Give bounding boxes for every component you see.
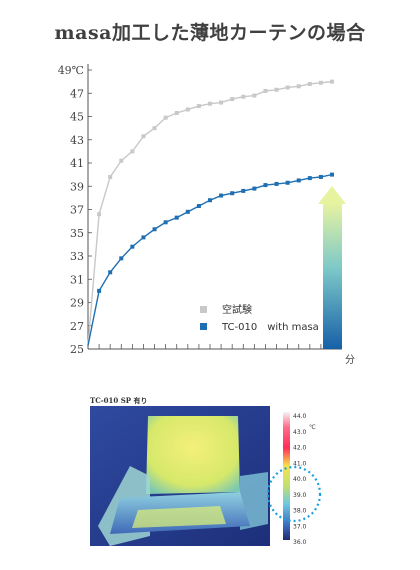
data-point <box>285 85 290 90</box>
thermal-color-scale <box>283 412 290 540</box>
data-point <box>174 215 179 220</box>
y-tick-label: 35 <box>70 227 84 240</box>
data-point <box>196 204 201 209</box>
data-point <box>97 212 102 217</box>
thermal-scale-label: 38.0 <box>293 508 307 515</box>
data-point <box>307 81 312 86</box>
data-point <box>274 87 279 92</box>
data-point <box>307 176 312 181</box>
legend-swatch <box>200 323 207 330</box>
data-point <box>230 97 235 102</box>
data-point <box>152 126 157 131</box>
data-point <box>130 244 135 249</box>
legend-label: 空試験 <box>222 303 252 316</box>
data-point <box>296 84 301 89</box>
thermal-seat-hot <box>132 506 226 528</box>
data-point <box>318 80 323 85</box>
data-point <box>263 88 268 93</box>
data-point <box>252 186 257 191</box>
thermal-image-label: TC-010 SP 有り <box>90 396 148 405</box>
y-tick-label: 33 <box>70 250 84 263</box>
data-point <box>274 181 279 186</box>
data-point <box>185 107 190 112</box>
data-point <box>97 288 102 293</box>
y-tick-label: 39 <box>70 180 84 193</box>
thermal-chair-back <box>146 416 240 494</box>
y-tick-label: 47 <box>70 87 84 100</box>
data-point <box>219 100 224 105</box>
chart-title: masa加工した薄地カーテンの場合 <box>54 22 366 44</box>
data-point <box>108 270 113 275</box>
data-point <box>208 101 212 106</box>
data-point <box>108 174 113 179</box>
thermal-scale-label: 43.0 <box>293 429 307 436</box>
data-point <box>285 180 290 185</box>
data-point <box>130 149 135 154</box>
y-tick-label: 25 <box>70 343 84 356</box>
y-tick-label: 41 <box>70 157 84 170</box>
series-line-0 <box>87 80 333 346</box>
thermal-scale-label: 36.0 <box>293 539 307 546</box>
data-point <box>252 93 257 98</box>
line-chart: 25 27 29 31 33 35 37 39 41 43 45 47 49℃ 分 空試験 TC-010 wi… <box>58 64 355 366</box>
thermal-armrest-right <box>240 472 268 530</box>
gradient-arrow-head <box>318 186 346 204</box>
y-tick-label: 29 <box>70 297 84 310</box>
data-point <box>196 104 201 109</box>
data-point <box>230 191 235 196</box>
data-point <box>263 183 268 188</box>
data-point <box>119 158 124 163</box>
legend-label: TC-010 with masa <box>221 322 319 333</box>
data-point <box>119 256 124 261</box>
thermal-scale-label: 39.0 <box>293 492 307 499</box>
thermal-scale-label: 37.0 <box>293 523 307 530</box>
data-point <box>152 227 157 232</box>
highlight-circle <box>266 465 322 523</box>
data-point <box>163 115 168 120</box>
thermal-scale-unit: ℃ <box>309 424 316 431</box>
y-tick-label: 37 <box>70 204 84 217</box>
data-point <box>241 188 246 193</box>
data-point <box>296 178 301 183</box>
data-point <box>330 172 334 177</box>
x-axis-label: 分 <box>345 354 355 366</box>
y-tick-label: 49℃ <box>58 64 84 77</box>
data-point <box>330 79 334 84</box>
data-point <box>318 174 323 179</box>
y-tick-label: 27 <box>70 320 84 333</box>
gradient-arrow-shaft <box>323 203 342 349</box>
y-tick-label: 45 <box>70 111 84 124</box>
thermal-image: 44.0 43.0 42.0 41.0 40.0 39.0 38.0 37.0 36.0 ℃ <box>90 406 322 546</box>
data-point <box>185 209 190 214</box>
thermal-scale-label: 44.0 <box>293 413 307 420</box>
y-tick-label: 31 <box>70 273 84 286</box>
data-point <box>163 220 168 225</box>
data-point <box>208 198 212 203</box>
data-point <box>141 235 146 240</box>
thermal-scale-label: 42.0 <box>293 445 307 452</box>
data-point <box>241 94 246 99</box>
data-point <box>174 111 179 116</box>
data-point <box>219 193 224 198</box>
thermal-scale-label: 40.0 <box>293 476 307 483</box>
data-point <box>141 134 146 139</box>
y-tick-label: 43 <box>70 134 84 147</box>
thermal-scale-label: 41.0 <box>293 460 307 467</box>
legend-swatch <box>200 306 207 313</box>
